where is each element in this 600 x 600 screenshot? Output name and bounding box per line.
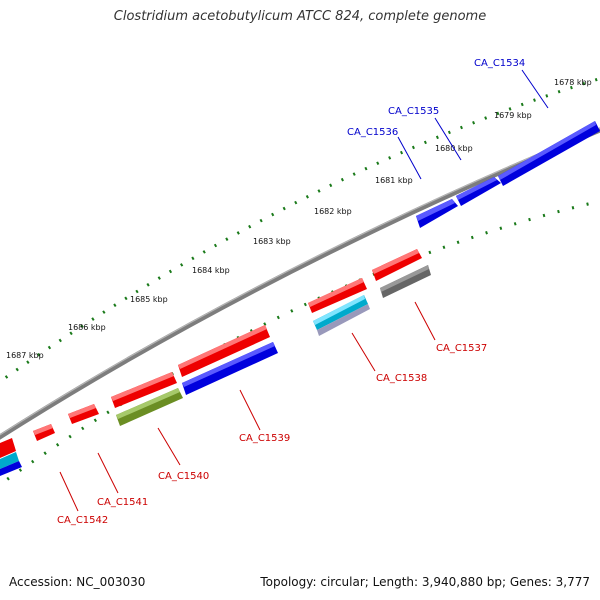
inner-tick-ring [0,199,600,487]
scale-label-1679: 1679 kbp [494,111,532,120]
gene-label-CA_C1535: CA_C1535 [388,106,439,117]
gene-left-edge[interactable] [0,438,22,476]
gene-CA_C1538[interactable] [313,295,370,336]
gene-label-CA_C1539: CA_C1539 [239,433,290,444]
gene-CA_C1534[interactable] [498,121,600,186]
gene-labels: CA_C1534 CA_C1535 CA_C1536 CA_C1537 CA_C… [57,58,525,526]
gene-label-CA_C1537: CA_C1537 [436,343,487,354]
gene-CA_C1537-red[interactable] [372,249,422,281]
map-title: Clostridium acetobutylicum ATCC 824, com… [113,9,487,24]
gene-label-CA_C1541: CA_C1541 [97,497,148,508]
scale-label-1685: 1685 kbp [130,295,168,304]
gene-CA_C1539-red[interactable] [178,325,270,377]
gene-label-CA_C1540: CA_C1540 [158,471,209,482]
gene-label-CA_C1542: CA_C1542 [57,515,108,526]
scale-label-1681: 1681 kbp [375,176,413,185]
gene-CA_C1535[interactable] [456,177,501,206]
scale-label-1683: 1683 kbp [253,237,291,246]
outer-tick-ring [0,76,600,384]
scale-label-1687: 1687 kbp [6,351,44,360]
scale-labels: 1678 kbp 1679 kbp 1680 kbp 1681 kbp 1682… [6,78,592,360]
gene-label-CA_C1538: CA_C1538 [376,373,427,384]
scale-label-1682: 1682 kbp [314,207,352,216]
gene-label-CA_C1534: CA_C1534 [474,58,525,69]
gene-CA_C1537[interactable] [380,265,431,298]
gene-CA_C1536[interactable] [416,199,458,228]
gene-CA_C1540[interactable] [116,388,183,426]
genome-backbone-highlight [0,127,600,436]
gene-CA_C1542[interactable] [33,424,55,441]
scale-label-1684: 1684 kbp [192,266,230,275]
scale-label-1678: 1678 kbp [554,78,592,87]
scale-label-1686: 1686 kbp [68,323,106,332]
genome-backbone [0,127,600,440]
gene-CA_C1540-red[interactable] [111,372,177,408]
genome-summary-text: Topology: circular; Length: 3,940,880 bp… [260,575,590,589]
leader-lines [59,69,549,512]
gene-label-CA_C1536: CA_C1536 [347,127,398,138]
gene-CA_C1541[interactable] [68,404,99,424]
accession-text: Accession: NC_003030 [9,575,146,589]
gene-CA_C1538-red[interactable] [308,278,367,313]
gene-CA_C1539[interactable] [182,342,278,395]
